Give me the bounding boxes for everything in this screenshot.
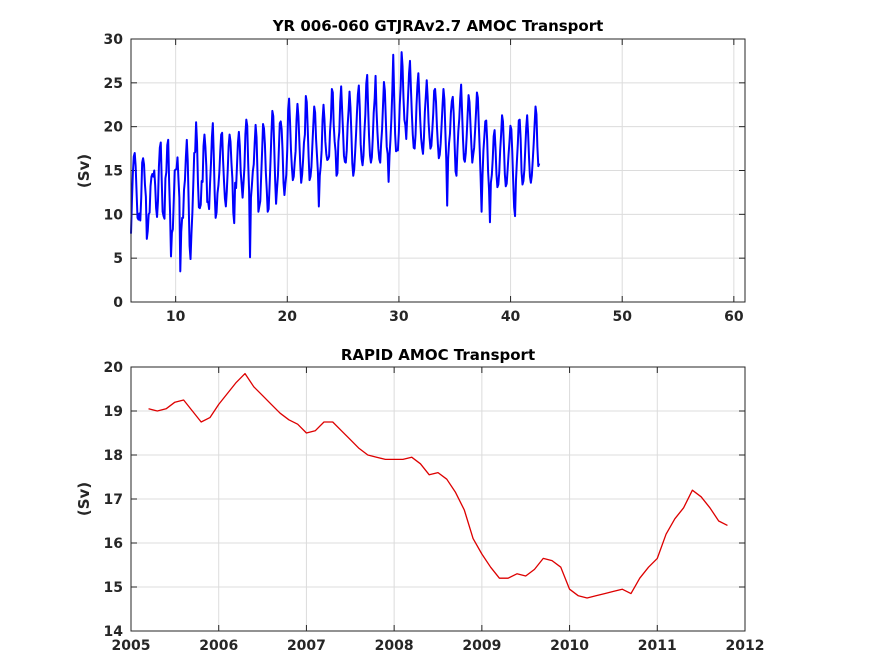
bottom-chart-xtick-label-0: 2005: [112, 638, 151, 654]
bottom-chart-ytick-label-5: 19: [104, 404, 123, 420]
top-chart-xtick-label-0: 10: [166, 309, 186, 325]
top-chart-xtick-label-4: 50: [612, 309, 632, 325]
bottom-chart-series-line: [148, 372, 728, 599]
top-chart-title: YR 006-060 GTJRAv2.7 AMOC Transport: [272, 17, 604, 35]
top-chart-axes-frame: [130, 38, 746, 303]
bottom-chart-xtick-label-3: 2008: [375, 638, 414, 654]
bottom-chart-ticks: 2005 2006 2007 2008 2009 2010 2011 2012 14 15 16 17…: [104, 360, 765, 654]
bottom-chart-ytick-label-3: 17: [104, 492, 123, 508]
top-chart-xtick-label-3: 40: [501, 309, 521, 325]
bottom-chart-xtick-label-2: 2007: [287, 638, 326, 654]
bottom-chart-title: RAPID AMOC Transport: [341, 346, 535, 364]
top-chart-ytick-label-5: 25: [104, 76, 123, 92]
top-chart-xtick-label-2: 30: [389, 309, 409, 325]
top-chart-ytick-label-2: 10: [104, 207, 124, 223]
top-chart-ticks: 10 20 30 40 50 60 0 5 10 15 20 25 30: [104, 32, 745, 325]
top-chart: YR 006-060 GTJRAv2.7 AMOC Transport (Sv)…: [75, 17, 746, 325]
top-chart-ytick-label-4: 20: [104, 120, 124, 136]
bottom-chart-xtick-label-6: 2011: [638, 638, 677, 654]
bottom-chart-ytick-label-6: 20: [104, 360, 124, 376]
top-chart-ytick-label-3: 15: [104, 164, 123, 180]
bottom-chart-ylabel: (Sv): [75, 482, 93, 516]
bottom-chart-xtick-label-7: 2012: [726, 638, 765, 654]
top-chart-ytick-label-0: 0: [113, 295, 123, 311]
bottom-chart-xtick-label-5: 2010: [550, 638, 589, 654]
bottom-chart-xtick-label-1: 2006: [199, 638, 238, 654]
top-chart-ylabel: (Sv): [75, 154, 93, 188]
top-chart-xtick-label-5: 60: [724, 309, 744, 325]
bottom-chart-xtick-label-4: 2009: [462, 638, 501, 654]
bottom-chart: RAPID AMOC Transport (Sv) 2005 2006 2007 20…: [75, 346, 764, 654]
top-chart-xtick-label-1: 20: [278, 309, 298, 325]
top-chart-series-line: [130, 51, 541, 273]
top-chart-ytick-label-6: 30: [104, 32, 124, 48]
bottom-chart-ytick-label-4: 18: [104, 448, 123, 464]
top-chart-ytick-label-1: 5: [113, 251, 123, 267]
bottom-chart-ytick-label-2: 16: [104, 536, 123, 552]
bottom-chart-ytick-label-0: 14: [104, 624, 124, 640]
bottom-chart-axes-frame: [130, 366, 746, 632]
bottom-chart-ytick-label-1: 15: [104, 580, 123, 596]
bottom-chart-grid: [130, 366, 746, 632]
